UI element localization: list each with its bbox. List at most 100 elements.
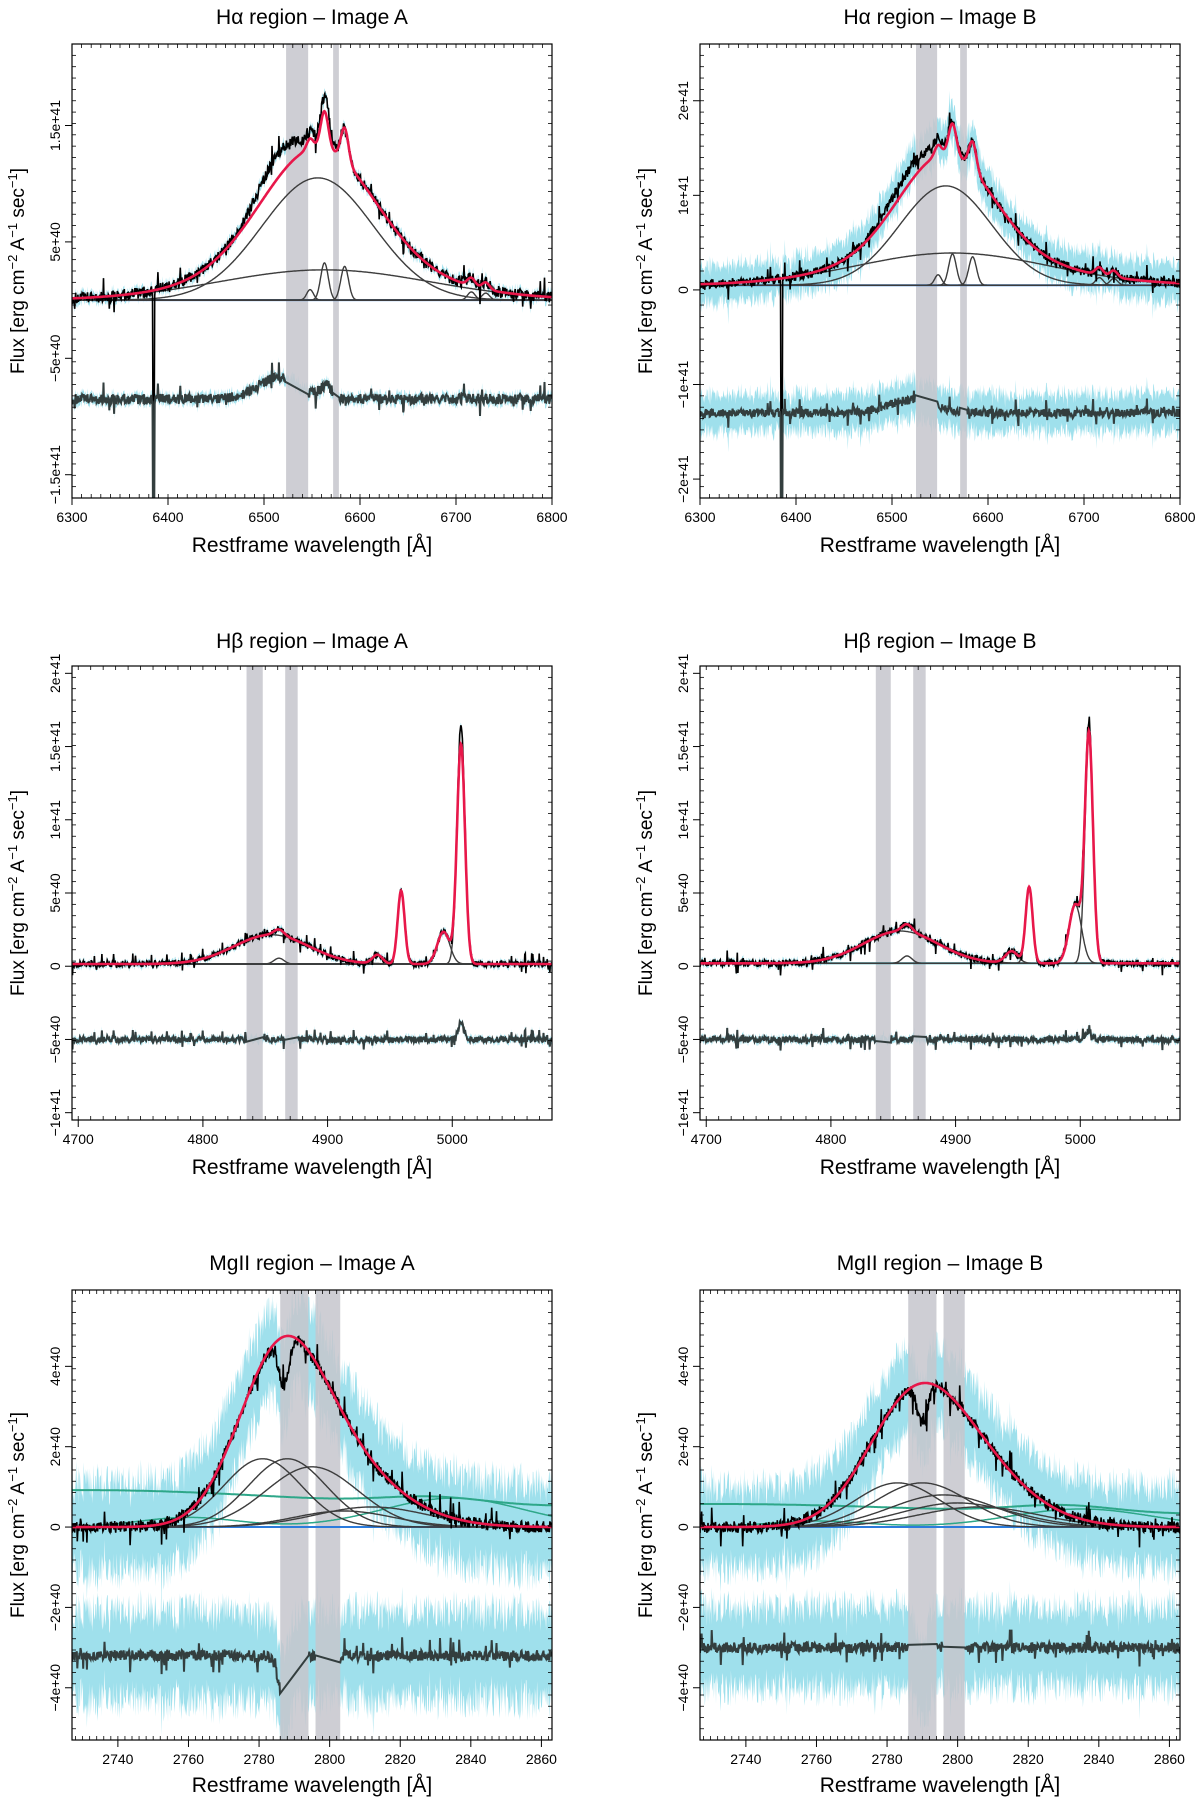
plot-frame (71, 665, 553, 1121)
y-axis-label-part: −2 (633, 255, 648, 270)
x-tick-label-7: 2860 (526, 1751, 557, 1767)
x-tick-label-4: 2800 (942, 1751, 973, 1767)
observed-error-band (72, 1290, 552, 1606)
x-tick-label-1: 2740 (102, 1751, 133, 1767)
y-tick-label-1: −4e+40 (47, 1664, 63, 1712)
y-tick-label-2: −5e+40 (47, 1015, 63, 1063)
y-axis-label-part: A (636, 1481, 657, 1498)
y-tick-label-3: 0 (675, 286, 691, 294)
y-tick-label-5: 4e+40 (675, 1346, 691, 1386)
x-tick-label-2: 6400 (152, 509, 183, 525)
y-tick-label-2: −2e+40 (47, 1583, 63, 1631)
masked-region-2 (315, 1290, 341, 1740)
observed-error-band (72, 722, 552, 979)
y-axis-label-part: −1 (5, 1417, 20, 1432)
chart-title: MgII region – Image A (209, 1252, 414, 1275)
plot-frame (71, 43, 553, 499)
residual-line (700, 1629, 1180, 1667)
masked-region-2 (285, 666, 298, 1120)
y-axis-label-part: −1 (633, 795, 648, 810)
y-tick-label-5: 2e+41 (675, 81, 691, 121)
y-axis-label-part: ] (8, 790, 29, 795)
masked-region-1 (246, 666, 263, 1120)
x-tick-label-2: 6400 (780, 509, 811, 525)
x-tick-label-5: 2820 (1013, 1751, 1044, 1767)
y-tick-label-6: 1.5e+41 (675, 721, 691, 772)
x-tick-label-1: 4700 (63, 1131, 94, 1147)
masked-region-1 (916, 44, 938, 498)
observed-error-band (700, 1329, 1180, 1602)
x-tick-label-4: 6600 (344, 509, 375, 525)
y-axis-label-part: ] (636, 790, 657, 795)
residual-error-band (700, 368, 1180, 498)
y-axis-label-part: −2 (5, 255, 20, 270)
component-line-4 (72, 889, 552, 965)
total-model-line (700, 1381, 1180, 1529)
chart-title: Hβ region – Image A (216, 630, 408, 653)
plot-area (700, 666, 1180, 1120)
residual-error-band (72, 357, 552, 498)
y-tick-label-2: −2e+40 (675, 1583, 691, 1631)
chart-panel-6: 2740 2760 2780 2800 2820 2840 2860 −4e+40 −2e+40… (633, 1252, 1186, 1797)
feii-template-line (700, 1503, 1180, 1515)
y-tick-label-5: 1e+41 (47, 800, 63, 840)
plot-area (72, 666, 552, 1120)
chart-panel-2: 6300 6400 6500 6600 6700 6800 −2e+41 −1e+41 0 1e+… (633, 6, 1196, 557)
y-axis-label-part: Flux [erg cm (8, 1514, 29, 1619)
y-axis-label-part: ] (636, 1412, 657, 1417)
y-axis-label-part: sec (636, 810, 657, 845)
chart-title: MgII region – Image B (837, 1252, 1044, 1275)
plot-area (72, 1290, 552, 1740)
residual-line (700, 390, 1180, 498)
y-axis-label-part: Flux [erg cm (8, 270, 29, 375)
y-tick-label-5: 4e+40 (47, 1346, 63, 1386)
observed-spectrum-line (72, 725, 552, 976)
y-axis-label-part: Flux [erg cm (636, 270, 657, 375)
y-tick-label-3: 0 (675, 962, 691, 970)
y-tick-label-3: 0 (47, 1523, 63, 1531)
component-line-6 (700, 734, 1180, 964)
y-axis-label-part: −1 (633, 1467, 648, 1482)
y-axis-label-part: sec (636, 188, 657, 223)
masked-region-2 (333, 44, 339, 498)
chart-panel-3: 4700 4800 4900 5000 −1e+41 −5e+40 0 5e+40 1e+41 1… (5, 630, 553, 1179)
y-axis-label: Flux [erg cm−2 A−1 sec−1] (633, 168, 658, 374)
masked-region-2 (943, 1290, 965, 1740)
observed-spectrum-line (700, 112, 1180, 483)
x-tick-label-3: 2780 (871, 1751, 902, 1767)
component-line-1 (700, 930, 1180, 964)
component-line-1 (72, 177, 552, 301)
x-tick-label-4: 2800 (314, 1751, 345, 1767)
x-tick-label-3: 6500 (248, 509, 279, 525)
residual-line (72, 362, 552, 498)
y-axis-label-part: Flux [erg cm (8, 892, 29, 997)
x-tick-label-7: 2860 (1154, 1751, 1185, 1767)
x-axis-label: Restframe wavelength [Å] (192, 534, 432, 557)
x-tick-label-6: 2840 (455, 1751, 486, 1767)
residual-error-band (72, 1575, 552, 1740)
masked-region-2 (960, 44, 967, 498)
y-axis-label-part: −1 (633, 1417, 648, 1432)
plot-area (700, 1290, 1180, 1740)
x-tick-label-2: 4800 (187, 1131, 218, 1147)
masked-region-1 (875, 666, 891, 1120)
x-tick-label-1: 4700 (691, 1131, 722, 1147)
y-axis-label-part: ] (636, 168, 657, 173)
y-axis-label-part: A (8, 859, 29, 876)
y-axis-label: Flux [erg cm−2 A−1 sec−1] (5, 1412, 30, 1618)
total-model-line (72, 109, 552, 300)
y-axis-label-part: −2 (5, 877, 20, 892)
x-tick-label-3: 4900 (312, 1131, 343, 1147)
y-axis-label-part: −2 (5, 1499, 20, 1514)
y-axis-label-part: −2 (633, 877, 648, 892)
chart-title: Hα region – Image B (843, 6, 1036, 29)
x-axis-label: Restframe wavelength [Å] (820, 1156, 1060, 1179)
y-tick-label-3: 0 (47, 962, 63, 970)
y-tick-label-2: −5e+40 (675, 1015, 691, 1063)
observed-spectrum-line (72, 90, 552, 458)
x-tick-label-1: 2740 (730, 1751, 761, 1767)
y-axis-label-part: −2 (633, 1499, 648, 1514)
chart-panel-4: 4700 4800 4900 5000 −1e+41 −5e+40 0 5e+40 1e+41 1… (633, 630, 1181, 1179)
plot-frame (699, 665, 1181, 1121)
